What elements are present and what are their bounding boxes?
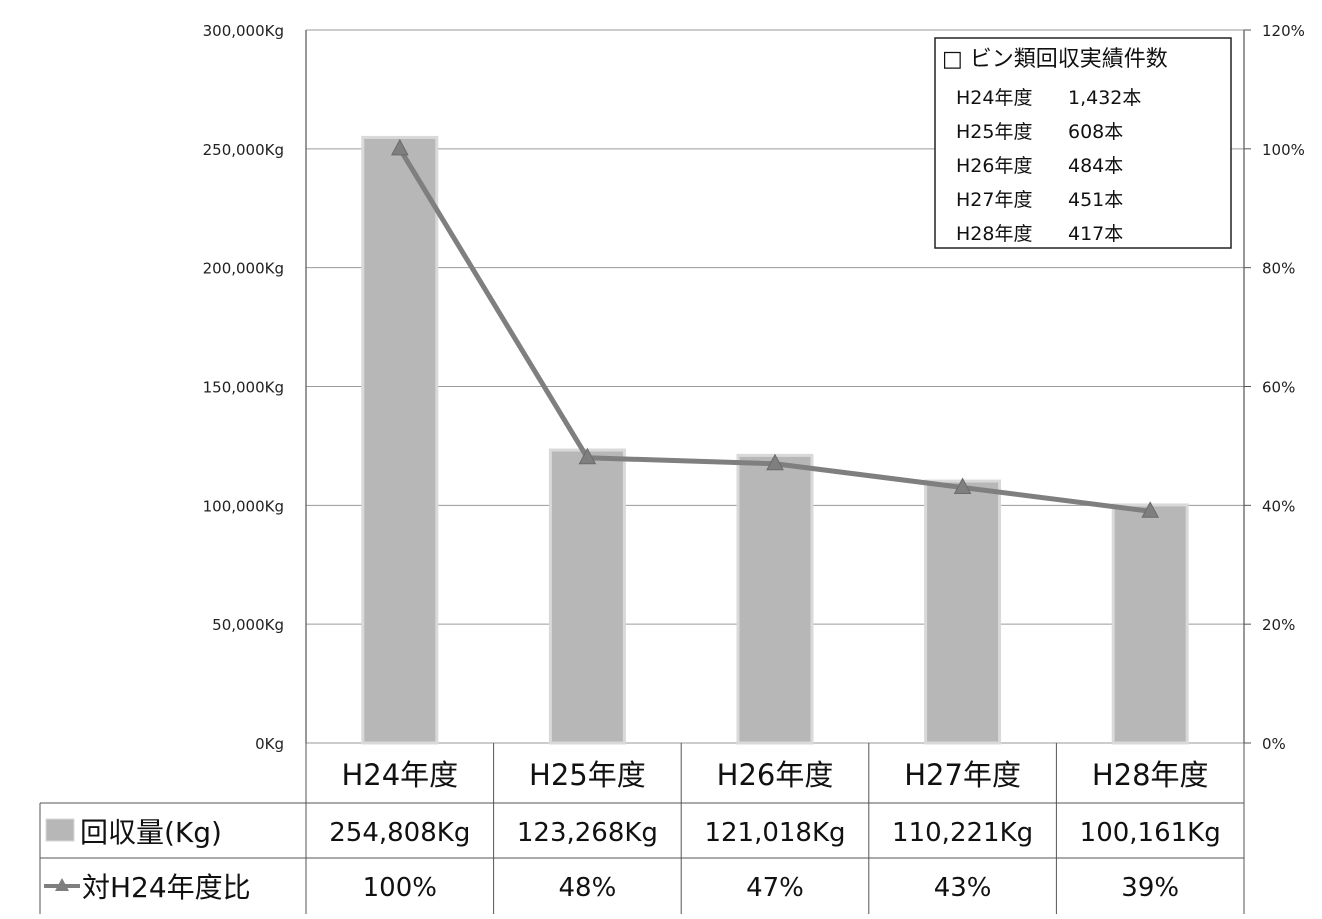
- ratio-point: [578, 447, 597, 465]
- y-left-tick-label: 50,000Kg: [212, 616, 284, 634]
- legend-swatch-bar: [45, 818, 75, 842]
- y-right-tick-label: 40%: [1262, 497, 1295, 515]
- annotation-box-frame: [934, 37, 1232, 249]
- right-axis-ticks: 0% 20% 40% 60% 80% 100% 120%: [1262, 22, 1305, 753]
- y-right-tick-label: 80%: [1262, 260, 1295, 278]
- bar: [924, 479, 1002, 745]
- y-left-tick-label: 300,000Kg: [203, 22, 284, 40]
- table-cell-ratio: 100%: [363, 873, 437, 903]
- bar: [1111, 503, 1189, 745]
- legend-label-bar: 回収量(Kg): [80, 816, 222, 849]
- ratio-point: [766, 453, 784, 471]
- y-right-tick-label: 20%: [1262, 616, 1295, 634]
- table-cell-ratio: 39%: [1121, 873, 1179, 903]
- table-cell-ratio: 43%: [934, 873, 992, 903]
- left-axis-ticks: 0Kg 50,000Kg 100,000Kg 150,000Kg 200,000Kg 25…: [203, 22, 284, 753]
- category-label: H24年度: [341, 758, 458, 792]
- y-right-tick-label: 60%: [1262, 379, 1295, 397]
- y-left-tick-label: 100,000Kg: [203, 497, 284, 515]
- annotation-year: H27年度: [956, 189, 1032, 211]
- annotation-count: 608本: [1068, 121, 1123, 143]
- annotation-year: H25年度: [956, 121, 1032, 143]
- category-label: H28年度: [1092, 758, 1209, 792]
- ratio-line-series: [390, 138, 1160, 518]
- ratio-point: [1141, 501, 1160, 518]
- annotation-box-lines: H24年度 1,432本 H25年度 608本 H26年度 484本 H27年度 451本 H2…: [956, 87, 1141, 245]
- table-cell-ratio: 48%: [559, 873, 617, 903]
- table-cell-amount: 254,808Kg: [329, 818, 470, 848]
- category-label: H26年度: [717, 758, 834, 792]
- y-left-tick-label: 250,000Kg: [203, 141, 284, 159]
- legend-swatch-marker: [55, 878, 69, 891]
- bar: [736, 453, 814, 745]
- bar: [548, 448, 626, 745]
- y-left-tick-label: 0Kg: [255, 735, 284, 753]
- table-cell-amount: 123,268Kg: [517, 818, 658, 848]
- ratio-point: [390, 138, 409, 156]
- table-cell-amount: 110,221Kg: [892, 818, 1033, 848]
- annotation-year: H26年度: [956, 155, 1032, 177]
- annotation-box: □ ビン類回収実績件数 H24年度 1,432本 H25年度 608本 H26年度 484…: [934, 37, 1232, 249]
- y-left-tick-label: 200,000Kg: [203, 260, 284, 278]
- legend-label-line: 対H24年度比: [82, 871, 251, 904]
- annotation-count: 484本: [1068, 155, 1123, 177]
- bar: [361, 135, 439, 745]
- bar-series: [361, 135, 1189, 745]
- ratio-point: [953, 477, 972, 495]
- table-cell-ratio: 47%: [746, 873, 804, 903]
- category-label: H27年度: [904, 758, 1021, 792]
- annotation-year: H24年度: [956, 87, 1032, 109]
- table-cell-amount: 100,161Kg: [1080, 818, 1221, 848]
- annotation-count: 1,432本: [1068, 87, 1141, 109]
- annotation-count: 451本: [1068, 189, 1123, 211]
- y-right-tick-label: 100%: [1262, 141, 1305, 159]
- annotation-count: 417本: [1068, 223, 1123, 245]
- category-label: H25年度: [529, 758, 646, 792]
- annotation-box-title: □ ビン類回収実績件数: [942, 47, 1168, 72]
- y-right-tick-label: 120%: [1262, 22, 1305, 40]
- y-right-tick-label: 0%: [1262, 735, 1286, 753]
- y-left-tick-label: 150,000Kg: [203, 379, 284, 397]
- annotation-year: H28年度: [956, 223, 1032, 245]
- table-cell-amount: 121,018Kg: [704, 818, 845, 848]
